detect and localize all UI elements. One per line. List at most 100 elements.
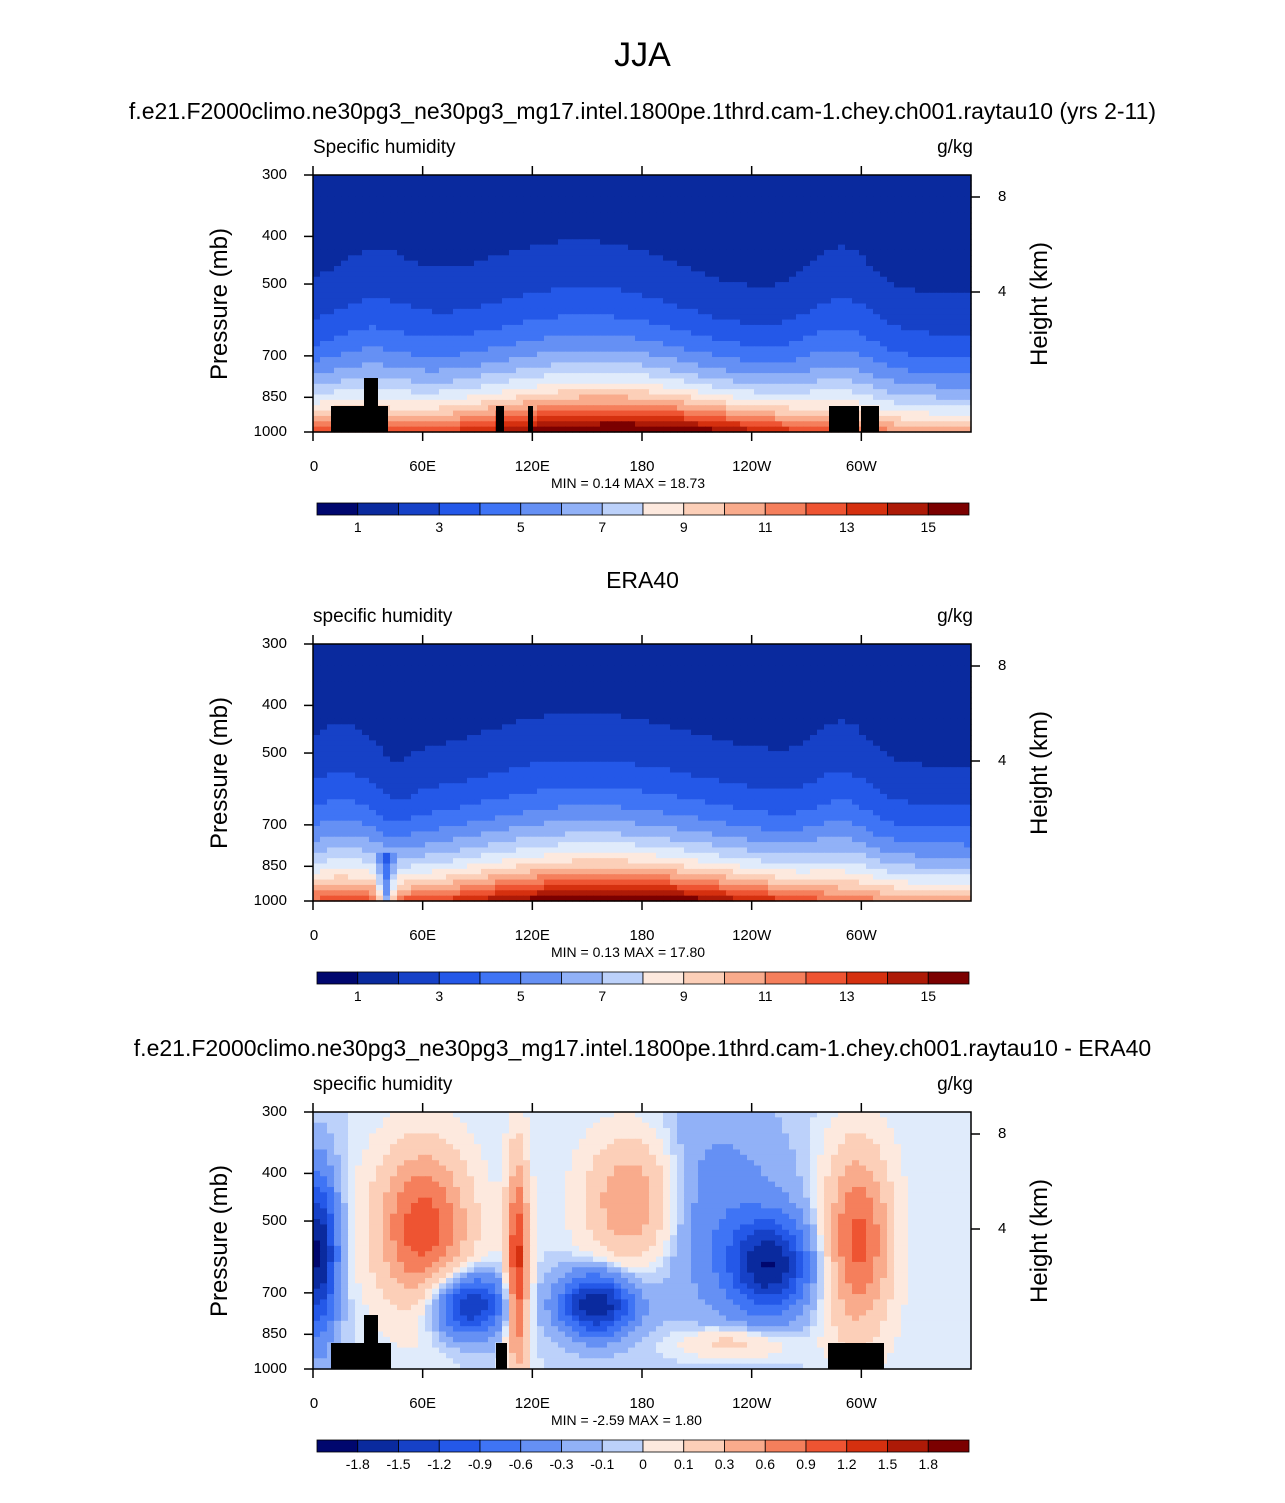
contour-cell: [474, 223, 482, 229]
contour-cell: [418, 282, 426, 288]
contour-cell: [859, 314, 867, 320]
contour-cell: [887, 352, 895, 358]
contour-cell: [446, 336, 454, 342]
contour-cell: [516, 389, 524, 395]
contour-cell: [908, 261, 916, 267]
contour-cell: [817, 175, 825, 181]
contour-cell: [523, 186, 531, 192]
contour-cell: [901, 400, 909, 406]
contour-cell: [950, 389, 958, 395]
contour-cell: [579, 314, 587, 320]
contour-cell: [887, 186, 895, 192]
contour-cell: [551, 239, 559, 245]
contour-cell: [789, 314, 797, 320]
contour-cell: [936, 207, 944, 213]
contour-cell: [880, 330, 888, 336]
min-max-label: MIN = 0.14 MAX = 18.73: [551, 476, 705, 490]
contour-cell: [922, 186, 930, 192]
contour-cell: [621, 271, 629, 277]
contour-cell: [530, 655, 538, 661]
contour-cell: [852, 655, 860, 661]
contour-cell: [530, 309, 538, 315]
contour-cell: [313, 293, 321, 299]
contour-cell: [474, 282, 482, 288]
contour-cell: [313, 416, 321, 422]
contour-cell: [453, 400, 461, 406]
contour-cell: [537, 395, 545, 401]
contour-cell: [635, 282, 643, 288]
contour-cell: [887, 196, 895, 202]
contour-cell: [642, 330, 650, 336]
contour-cell: [936, 373, 944, 379]
contour-cell: [663, 352, 671, 358]
contour-cell: [761, 180, 769, 186]
contour-cell: [397, 649, 405, 655]
contour-cell: [649, 644, 657, 650]
contour-cell: [565, 229, 573, 235]
contour-cell: [446, 196, 454, 202]
contour-cell: [831, 309, 839, 315]
contour-cell: [684, 357, 692, 363]
contour-cell: [327, 298, 335, 304]
contour-cell: [572, 352, 580, 358]
contour-cell: [810, 336, 818, 342]
contour-cell: [411, 271, 419, 277]
contour-cell: [565, 293, 573, 299]
contour-cell: [880, 261, 888, 267]
contour-cell: [523, 175, 531, 181]
contour-cell: [593, 336, 601, 342]
contour-cell: [656, 357, 664, 363]
contour-cell: [334, 229, 342, 235]
contour-cell: [341, 373, 349, 379]
contour-cell: [516, 266, 524, 272]
contour-cell: [677, 325, 685, 331]
contour-cell: [397, 378, 405, 384]
contour-cell: [446, 644, 454, 650]
contour-cell: [432, 421, 440, 427]
contour-cell: [922, 314, 930, 320]
contour-cell: [684, 373, 692, 379]
contour-cell: [551, 352, 559, 358]
contour-cell: [838, 336, 846, 342]
contour-cell: [796, 180, 804, 186]
contour-cell: [726, 320, 734, 326]
contour-cell: [460, 314, 468, 320]
contour-cell: [600, 320, 608, 326]
contour-cell: [894, 325, 902, 331]
contour-cell: [747, 245, 755, 251]
contour-cell: [943, 314, 951, 320]
contour-cell: [796, 277, 804, 283]
contour-cell: [663, 234, 671, 240]
contour-cell: [509, 644, 517, 650]
units-label: g/kg: [937, 138, 973, 157]
contour-cell: [621, 212, 629, 218]
contour-cell: [530, 336, 538, 342]
contour-cell: [740, 218, 748, 224]
contour-cell: [915, 277, 923, 283]
contour-cell: [887, 378, 895, 384]
contour-cell: [502, 320, 510, 326]
contour-cell: [544, 223, 552, 229]
contour-cell: [656, 336, 664, 342]
contour-cell: [432, 644, 440, 650]
contour-cell: [754, 309, 762, 315]
contour-cell: [684, 175, 692, 181]
contour-cell: [593, 341, 601, 347]
contour-cell: [894, 309, 902, 315]
contour-cell: [383, 304, 391, 310]
contour-cell: [817, 655, 825, 661]
contour-cell: [474, 218, 482, 224]
contour-cell: [453, 180, 461, 186]
contour-cell: [313, 239, 321, 245]
contour-cell: [817, 649, 825, 655]
contour-cell: [320, 314, 328, 320]
contour-cell: [782, 405, 790, 411]
contour-cell: [761, 266, 769, 272]
contour-cell: [747, 352, 755, 358]
contour-cell: [516, 234, 524, 240]
contour-cell: [390, 389, 398, 395]
contour-cell: [509, 261, 517, 267]
contour-cell: [859, 655, 867, 661]
contour-cell: [313, 362, 321, 368]
contour-cell: [747, 261, 755, 267]
